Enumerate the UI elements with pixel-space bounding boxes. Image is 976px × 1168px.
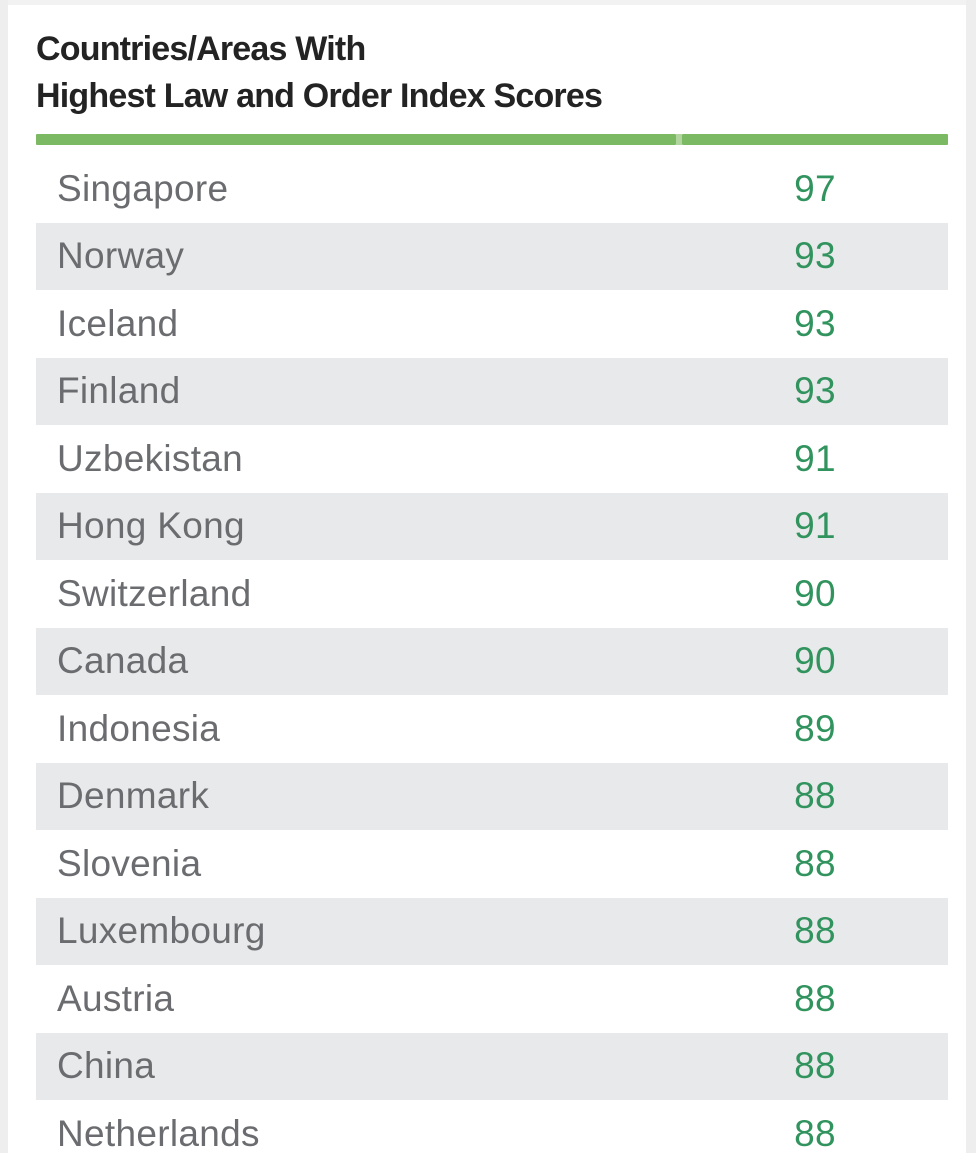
score-value: 88 [794, 910, 836, 952]
table-row: China 88 [36, 1032, 948, 1100]
right-edge-strip [966, 0, 976, 1153]
title-line-1: Countries/Areas With [36, 30, 366, 68]
title-line-2: Highest Law and Order Index Scores [36, 77, 603, 115]
country-label: Austria [57, 977, 175, 1019]
country-label: Norway [57, 235, 185, 277]
score-value: 90 [794, 640, 836, 682]
table-row: Slovenia 88 [36, 830, 948, 898]
score-value: 93 [794, 302, 836, 344]
score-value: 91 [794, 437, 836, 479]
country-label: Indonesia [57, 707, 221, 749]
page-title: Countries/Areas With Highest Law and Ord… [36, 0, 948, 120]
country-label: Finland [57, 370, 181, 412]
country-label: China [57, 1045, 156, 1087]
score-value: 88 [794, 1112, 836, 1154]
score-value: 88 [794, 842, 836, 884]
country-label: Canada [57, 640, 189, 682]
divider-country-segment [36, 134, 676, 145]
table-row: Indonesia 89 [36, 695, 948, 763]
table-row: Singapore 97 [36, 155, 948, 223]
score-value: 91 [794, 505, 836, 547]
country-label: Netherlands [57, 1112, 260, 1154]
score-value: 93 [794, 370, 836, 412]
divider-score-segment [682, 134, 948, 145]
green-divider [36, 134, 948, 145]
table-row: Austria 88 [36, 965, 948, 1033]
law-order-index-card: Countries/Areas With Highest Law and Ord… [36, 0, 948, 1168]
score-value: 97 [794, 167, 836, 209]
score-table: Singapore 97 Norway 93 Iceland 93 Finlan… [36, 155, 948, 1168]
score-value: 88 [794, 1045, 836, 1087]
score-value: 88 [794, 775, 836, 817]
table-row: Luxembourg 88 [36, 897, 948, 965]
country-label: Switzerland [57, 572, 252, 614]
top-edge-strip [0, 0, 976, 5]
table-row: Uzbekistan 91 [36, 425, 948, 493]
country-label: Slovenia [57, 842, 202, 884]
table-row: Iceland 93 [36, 290, 948, 358]
score-value: 88 [794, 977, 836, 1019]
table-row: Canada 90 [36, 627, 948, 695]
divider-column-gap [676, 134, 682, 145]
table-row: Netherlands 88 [36, 1100, 948, 1168]
country-label: Uzbekistan [57, 437, 244, 479]
score-value: 89 [794, 707, 836, 749]
country-label: Iceland [57, 302, 179, 344]
left-edge-strip [0, 0, 8, 1153]
country-label: Hong Kong [57, 505, 245, 547]
table-row: Finland 93 [36, 357, 948, 425]
table-row: Denmark 88 [36, 762, 948, 830]
country-label: Singapore [57, 167, 229, 209]
score-value: 93 [794, 235, 836, 277]
country-label: Denmark [57, 775, 210, 817]
table-row: Switzerland 90 [36, 560, 948, 628]
table-row: Hong Kong 91 [36, 492, 948, 560]
country-label: Luxembourg [57, 910, 266, 952]
table-row: Norway 93 [36, 222, 948, 290]
score-value: 90 [794, 572, 836, 614]
